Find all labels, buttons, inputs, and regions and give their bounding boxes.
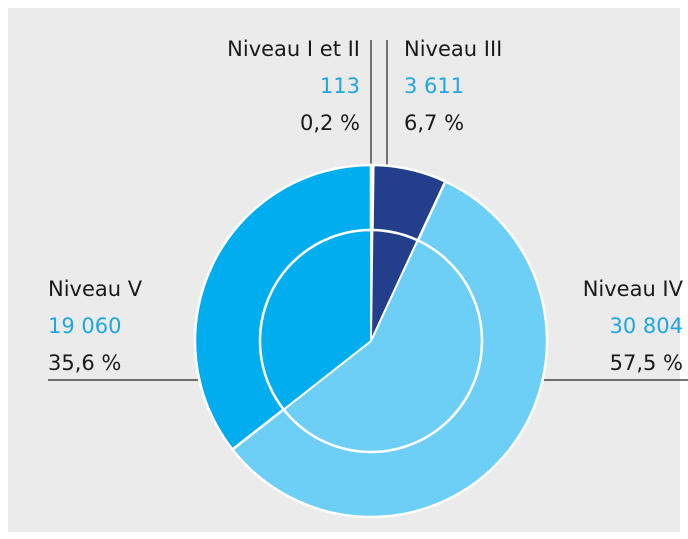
category-label: Niveau I et II: [227, 37, 360, 61]
category-label: Niveau III: [404, 37, 502, 61]
share-label: 57,5 %: [610, 351, 683, 375]
category-label: Niveau IV: [583, 277, 684, 301]
share-label: 0,2 %: [300, 111, 360, 135]
pie: [193, 163, 549, 519]
share-label: 6,7 %: [404, 111, 464, 135]
category-label: Niveau V: [48, 277, 143, 301]
count-label: 30 804: [610, 314, 683, 338]
count-label: 19 060: [48, 314, 121, 338]
inner-ring: [258, 228, 484, 454]
count-label: 113: [320, 74, 360, 98]
count-label: 3 611: [404, 74, 464, 98]
share-label: 35,6 %: [48, 351, 121, 375]
labels: Niveau I et II 113 0,2 % Niveau III 3 611 6,7…: [48, 37, 684, 375]
